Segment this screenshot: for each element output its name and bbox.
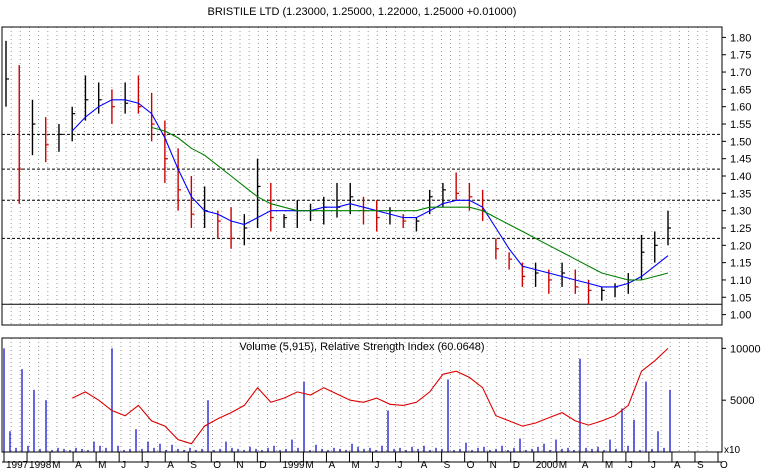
price-tick-label: 1.10 xyxy=(730,275,751,287)
price-tick-label: 1.45 xyxy=(730,154,751,166)
month-label: M xyxy=(52,460,60,470)
month-label: S xyxy=(697,460,704,470)
month-label: M xyxy=(305,460,313,470)
month-label: A xyxy=(328,460,335,470)
grid xyxy=(10,27,708,452)
rsi-line xyxy=(71,347,669,445)
month-label: O xyxy=(720,460,728,470)
price-tick-label: 1.00 xyxy=(730,310,751,322)
price-tick-label: 1.40 xyxy=(730,171,751,183)
month-label: J xyxy=(144,460,149,470)
month-label: A xyxy=(75,460,82,470)
month-label: M xyxy=(605,460,613,470)
price-tick-label: 1.20 xyxy=(730,240,751,252)
month-label: 1998 xyxy=(29,460,52,470)
price-tick-label: 1.70 xyxy=(730,67,751,79)
price-tick-label: 1.55 xyxy=(730,119,751,131)
month-label: O xyxy=(213,460,221,470)
price-tick-label: 1.60 xyxy=(730,102,751,114)
month-label: M xyxy=(351,460,359,470)
price-tick-label: 1.30 xyxy=(730,206,751,218)
month-label: N xyxy=(490,460,497,470)
price-tick-label: 1.65 xyxy=(730,84,751,96)
price-panel-title: BRISTILE LTD (1.23000, 1.25000, 1.22000,… xyxy=(208,6,517,18)
month-label: J xyxy=(628,460,633,470)
month-label: 1997 xyxy=(6,460,29,470)
month-label: M xyxy=(559,460,567,470)
panel-frames xyxy=(1,26,723,463)
month-label: A xyxy=(582,460,589,470)
month-label: O xyxy=(467,460,475,470)
price-tick-label: 1.80 xyxy=(730,32,751,44)
month-label: 2000 xyxy=(536,460,559,470)
moving-average-1-line xyxy=(71,99,669,288)
time-axis: 1997 1998 M A M J J A S O N D 1999 M A M J J A S O N D 2000 M A M J… xyxy=(3,452,728,470)
price-tick-label: 1.05 xyxy=(730,292,751,304)
moving-average-2-line xyxy=(151,126,669,281)
price-tick-label: 1.75 xyxy=(730,50,751,62)
price-panel-frame xyxy=(1,26,723,326)
month-label: J xyxy=(651,460,656,470)
month-label: D xyxy=(259,460,266,470)
month-label: A xyxy=(421,460,428,470)
rsi-polyline xyxy=(71,347,669,445)
level-lines xyxy=(2,133,722,305)
volume-axis: 10000 5000 xyxy=(722,343,761,407)
price-tick-label: 1.35 xyxy=(730,188,751,200)
month-label: A xyxy=(674,460,681,470)
price-tick-label: 1.15 xyxy=(730,258,751,270)
month-label: N xyxy=(236,460,243,470)
month-label: J xyxy=(375,460,380,470)
volume-axis-multiplier: x10 xyxy=(724,445,741,456)
month-label: J xyxy=(121,460,126,470)
volume-tick-label: 10000 xyxy=(730,343,761,355)
moving-average-lines xyxy=(71,99,669,288)
volume-tick-label: 5000 xyxy=(730,395,754,407)
volume-bars xyxy=(3,348,671,452)
price-axis: 1.80 1.75 1.70 1.65 1.60 1.55 1.50 1.45 1.40 1.35… xyxy=(722,32,751,322)
month-label: S xyxy=(190,460,197,470)
volume-panel-frame xyxy=(1,337,723,453)
month-label: J xyxy=(398,460,403,470)
price-tick-label: 1.50 xyxy=(730,136,751,148)
month-label: 1999 xyxy=(282,460,305,470)
price-tick-label: 1.25 xyxy=(730,223,751,235)
month-label: A xyxy=(167,460,174,470)
month-label: M xyxy=(98,460,106,470)
ohlc-bars xyxy=(5,40,671,305)
month-label: D xyxy=(513,460,520,470)
month-label: S xyxy=(444,460,451,470)
